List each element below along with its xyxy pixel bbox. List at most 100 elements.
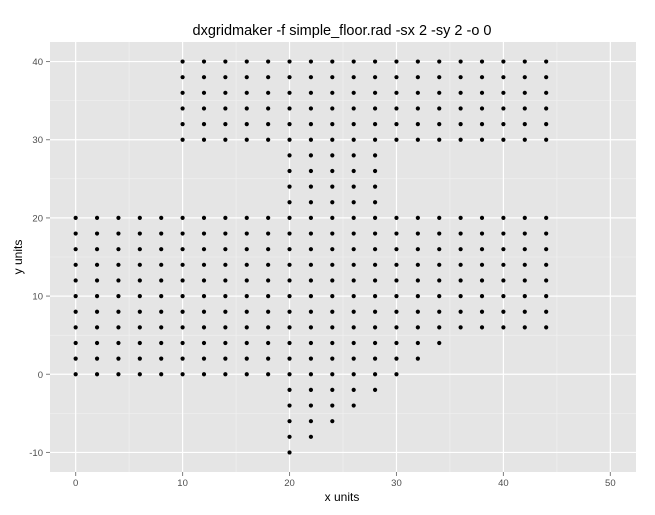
- data-point: [479, 247, 485, 252]
- data-point: [159, 372, 164, 377]
- data-point: [244, 121, 249, 127]
- data-point: [394, 309, 399, 314]
- data-point: [501, 262, 506, 267]
- data-point: [522, 231, 527, 236]
- data-point: [522, 59, 527, 64]
- data-point: [308, 262, 314, 267]
- data-point: [244, 90, 249, 95]
- data-point: [394, 278, 399, 283]
- data-point: [437, 325, 442, 330]
- data-point: [244, 372, 249, 377]
- data-point: [266, 75, 271, 80]
- data-point: [308, 231, 314, 236]
- data-point: [266, 262, 271, 267]
- data-point: [287, 387, 292, 393]
- data-point: [201, 262, 207, 267]
- data-point: [180, 309, 185, 314]
- data-point: [522, 309, 527, 314]
- x-tick-label: 20: [284, 478, 295, 489]
- data-point: [544, 106, 549, 111]
- data-point: [116, 325, 121, 330]
- data-point: [415, 356, 420, 361]
- data-point: [116, 215, 121, 221]
- data-point: [330, 215, 335, 221]
- data-point: [458, 309, 463, 314]
- y-axis-title: y units: [11, 240, 25, 275]
- data-point: [458, 215, 463, 221]
- data-point: [223, 121, 228, 127]
- data-point: [308, 356, 314, 361]
- data-points: [73, 59, 549, 455]
- data-point: [201, 356, 207, 361]
- data-point: [372, 59, 378, 64]
- chart-title: dxgridmaker -f simple_floor.rad -sx 2 -s…: [193, 23, 492, 39]
- data-point: [244, 278, 249, 283]
- x-axis: 0 10 20 30 40 50: [73, 472, 616, 489]
- data-point: [73, 356, 78, 361]
- data-point: [287, 121, 292, 127]
- data-point: [116, 372, 121, 377]
- data-point: [308, 434, 314, 439]
- data-point: [351, 59, 356, 64]
- data-point: [287, 59, 292, 64]
- data-point: [479, 137, 485, 142]
- data-point: [223, 309, 228, 314]
- x-tick-label: 30: [391, 478, 402, 489]
- data-point: [394, 262, 399, 267]
- data-point: [351, 168, 356, 174]
- data-point: [201, 325, 207, 330]
- data-point: [308, 403, 314, 408]
- data-point: [73, 231, 78, 236]
- data-point: [544, 231, 549, 236]
- data-point: [201, 247, 207, 252]
- data-point: [330, 325, 335, 330]
- data-point: [458, 325, 463, 330]
- data-point: [159, 340, 164, 346]
- data-point: [137, 372, 142, 377]
- data-point: [180, 372, 185, 377]
- data-point: [223, 215, 228, 221]
- data-point: [287, 90, 292, 95]
- data-point: [73, 247, 78, 252]
- data-point: [308, 106, 314, 111]
- data-point: [372, 372, 378, 377]
- data-point: [223, 106, 228, 111]
- data-point: [437, 278, 442, 283]
- data-point: [458, 121, 463, 127]
- data-point: [458, 90, 463, 95]
- data-point: [287, 75, 292, 80]
- data-point: [544, 137, 549, 142]
- data-point: [137, 293, 142, 299]
- data-point: [394, 59, 399, 64]
- y-axis: -10 0 10 20 30 40: [29, 57, 50, 459]
- data-point: [544, 215, 549, 221]
- data-point: [415, 121, 420, 127]
- data-point: [415, 340, 420, 346]
- data-point: [522, 121, 527, 127]
- data-point: [372, 262, 378, 267]
- data-point: [73, 262, 78, 267]
- data-point: [394, 247, 399, 252]
- data-point: [351, 90, 356, 95]
- data-point: [501, 59, 506, 64]
- data-point: [394, 75, 399, 80]
- data-point: [479, 325, 485, 330]
- data-point: [244, 262, 249, 267]
- data-point: [159, 325, 164, 330]
- data-point: [287, 356, 292, 361]
- data-point: [73, 278, 78, 283]
- data-point: [308, 137, 314, 142]
- data-point: [287, 403, 292, 408]
- data-point: [394, 90, 399, 95]
- data-point: [180, 356, 185, 361]
- data-point: [479, 293, 485, 299]
- data-point: [330, 387, 335, 393]
- data-point: [180, 137, 185, 142]
- data-point: [544, 90, 549, 95]
- data-point: [437, 247, 442, 252]
- data-point: [415, 231, 420, 236]
- data-point: [372, 247, 378, 252]
- data-point: [330, 293, 335, 299]
- data-point: [351, 309, 356, 314]
